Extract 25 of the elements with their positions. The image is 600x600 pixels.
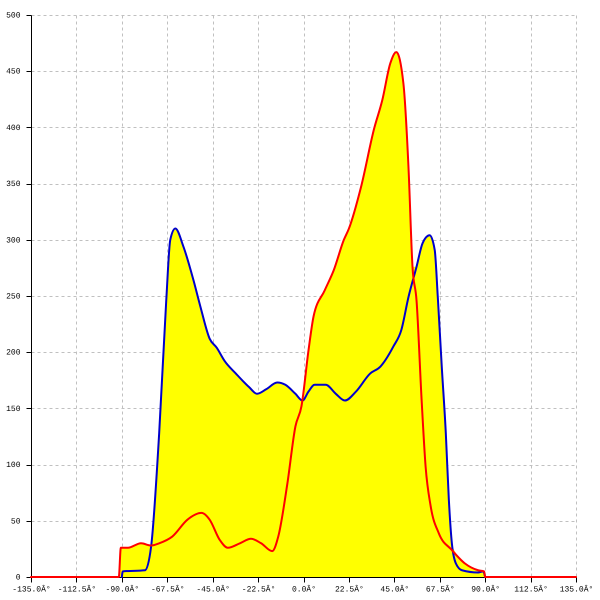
x-tick-label: -45.0Â° bbox=[196, 584, 230, 594]
y-tick-label: 200 bbox=[6, 348, 21, 358]
y-tick-label: 350 bbox=[6, 180, 21, 190]
y-tick-label: 450 bbox=[6, 68, 21, 77]
line-series bbox=[120, 228, 486, 578]
x-tick-label: -22.5Â° bbox=[242, 584, 276, 594]
y-tick-label: 500 bbox=[6, 12, 21, 20]
x-tick-label: 90.0Â° bbox=[471, 584, 500, 594]
x-tick-label: 45.0Â° bbox=[380, 584, 410, 594]
y-tick-label: 250 bbox=[6, 292, 21, 302]
x-tick-label: -90.0Â° bbox=[106, 584, 140, 594]
y-tick-label: 300 bbox=[6, 236, 21, 246]
x-tick-label: 135.0Â° bbox=[560, 584, 594, 594]
y-tick-label: 400 bbox=[6, 124, 21, 133]
x-tick-label: 67.5Â° bbox=[426, 584, 455, 594]
x-tick-label: 112.5Â° bbox=[514, 584, 548, 594]
x-tick-label: -67.5Â° bbox=[150, 584, 185, 594]
x-tick-label: 0.0Â° bbox=[292, 584, 316, 594]
x-tick-label: -112.5Â° bbox=[58, 584, 96, 594]
y-tick-label: 150 bbox=[6, 404, 21, 414]
x-tick-label: -135.0Â° bbox=[12, 584, 51, 594]
y-tick-label: 50 bbox=[10, 517, 21, 526]
y-tick-label: 0 bbox=[16, 574, 21, 582]
y-tick-label: 100 bbox=[6, 461, 21, 470]
x-tick-label: 22.5Â° bbox=[335, 584, 364, 594]
